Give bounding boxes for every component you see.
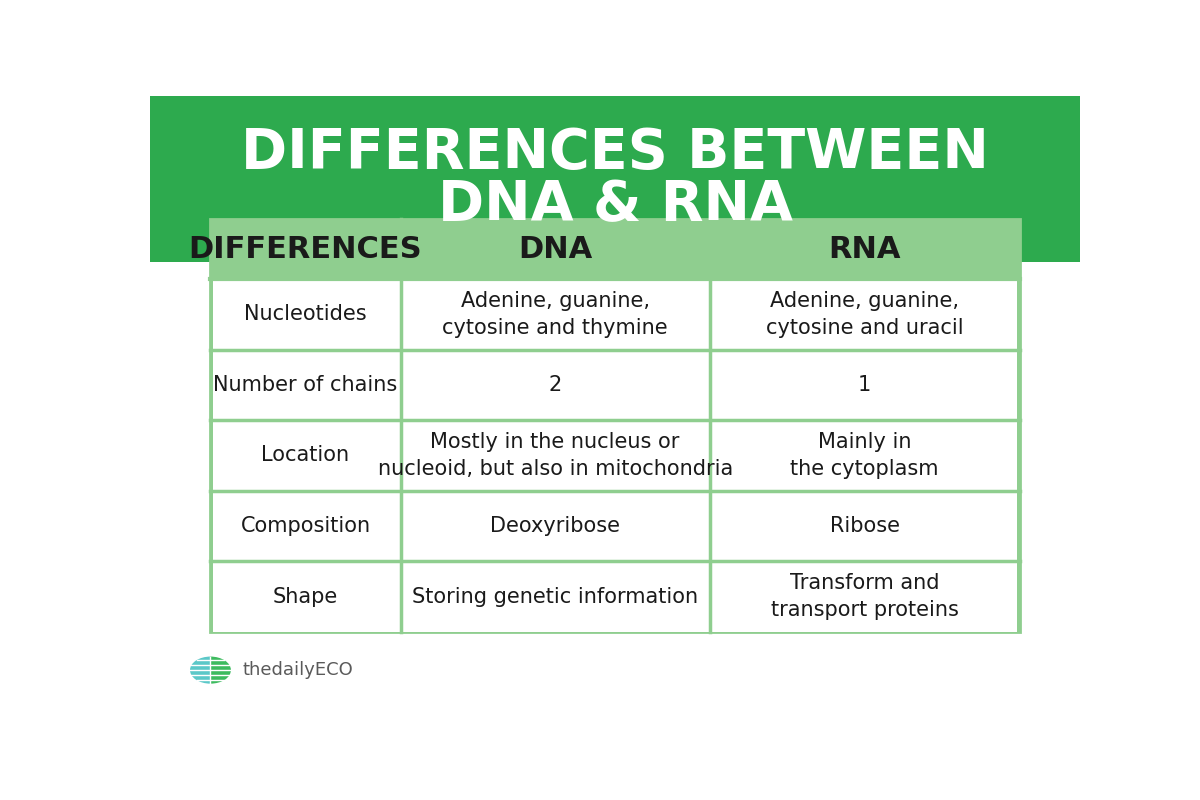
Text: RNA: RNA <box>828 234 901 264</box>
Text: Ribose: Ribose <box>829 516 900 536</box>
FancyBboxPatch shape <box>214 221 1016 630</box>
Text: Nucleotides: Nucleotides <box>245 304 367 324</box>
Text: Mostly in the nucleus or
nucleoid, but also in mitochondria: Mostly in the nucleus or nucleoid, but a… <box>378 432 733 478</box>
FancyBboxPatch shape <box>214 490 1016 562</box>
Text: DNA: DNA <box>518 234 593 264</box>
FancyBboxPatch shape <box>210 219 1020 279</box>
Text: Transform and
transport proteins: Transform and transport proteins <box>770 574 959 620</box>
Text: DIFFERENCES: DIFFERENCES <box>188 234 422 264</box>
FancyBboxPatch shape <box>214 420 1016 490</box>
Text: DNA & RNA: DNA & RNA <box>438 178 792 232</box>
Text: Adenine, guanine,
cytosine and thymine: Adenine, guanine, cytosine and thymine <box>443 291 668 338</box>
Wedge shape <box>210 657 230 684</box>
Text: Composition: Composition <box>240 516 371 536</box>
FancyBboxPatch shape <box>210 219 1020 632</box>
Text: Deoxyribose: Deoxyribose <box>490 516 620 536</box>
Text: Storing genetic information: Storing genetic information <box>412 586 698 606</box>
Text: Location: Location <box>262 446 349 466</box>
Text: Mainly in
the cytoplasm: Mainly in the cytoplasm <box>791 432 938 478</box>
Wedge shape <box>190 657 210 684</box>
Text: Number of chains: Number of chains <box>214 375 397 395</box>
Text: Adenine, guanine,
cytosine and uracil: Adenine, guanine, cytosine and uracil <box>766 291 964 338</box>
Text: 2: 2 <box>548 375 562 395</box>
FancyBboxPatch shape <box>214 350 1016 420</box>
Text: thedailyECO: thedailyECO <box>242 661 353 679</box>
FancyBboxPatch shape <box>214 279 1016 350</box>
Text: Shape: Shape <box>272 586 338 606</box>
FancyBboxPatch shape <box>214 562 1016 632</box>
Text: DIFFERENCES BETWEEN: DIFFERENCES BETWEEN <box>241 126 989 180</box>
FancyBboxPatch shape <box>150 96 1080 262</box>
Text: 1: 1 <box>858 375 871 395</box>
